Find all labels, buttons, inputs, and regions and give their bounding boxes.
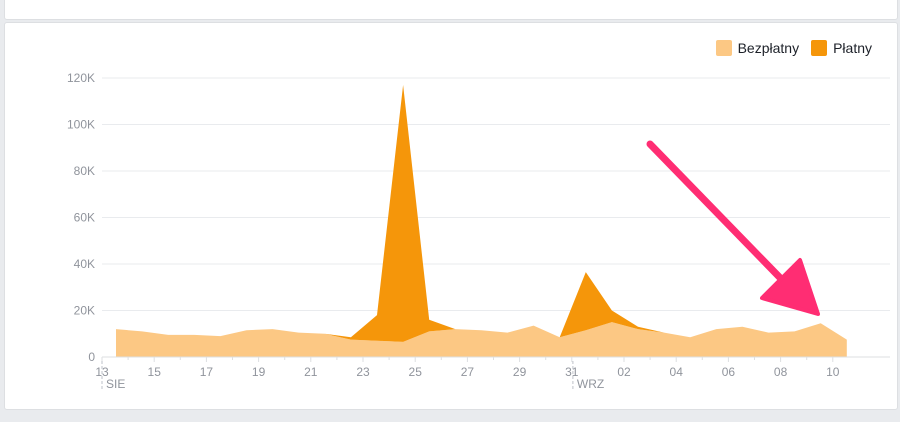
x-tick-label: 25: [409, 365, 423, 379]
x-tick-label: 15: [148, 365, 162, 379]
x-tick-label: 19: [252, 365, 266, 379]
legend-item-paid[interactable]: Płatny: [811, 40, 872, 56]
previous-card: [4, 0, 898, 20]
area-series-free: [116, 322, 847, 357]
x-tick-label: 04: [670, 365, 684, 379]
legend-item-free[interactable]: Bezpłatny: [715, 40, 800, 56]
legend-swatch-free: [715, 40, 732, 56]
x-tick-label: 29: [513, 365, 527, 379]
legend-swatch-paid: [811, 40, 828, 56]
annotation-arrow-head: [760, 258, 820, 316]
x-tick-label: 27: [461, 365, 475, 379]
y-tick-label: 60K: [74, 211, 95, 225]
month-label: WRZ: [577, 377, 604, 391]
area-series-paid: [116, 84, 847, 342]
y-tick-label: 100K: [67, 118, 95, 132]
x-tick-label: 06: [722, 365, 736, 379]
x-tick-label: 31: [565, 365, 579, 379]
legend-label-free: Bezpłatny: [737, 40, 800, 56]
annotation-arrow-shaft: [646, 140, 794, 292]
x-tick-label: 02: [617, 365, 631, 379]
y-tick-label: 80K: [74, 164, 95, 178]
x-tick-label: 08: [774, 365, 788, 379]
x-tick-label: 23: [356, 365, 370, 379]
x-tick-label: 21: [304, 365, 318, 379]
legend-label-paid: Płatny: [833, 40, 872, 56]
month-label: SIE: [106, 377, 125, 391]
y-tick-label: 40K: [74, 257, 95, 271]
x-tick-label: 17: [200, 365, 214, 379]
y-tick-label: 120K: [67, 71, 95, 85]
y-tick-label: 0: [88, 350, 95, 364]
chart-legend: Bezpłatny Płatny: [715, 40, 872, 56]
y-tick-label: 20K: [74, 304, 95, 318]
x-tick-label: 10: [826, 365, 840, 379]
